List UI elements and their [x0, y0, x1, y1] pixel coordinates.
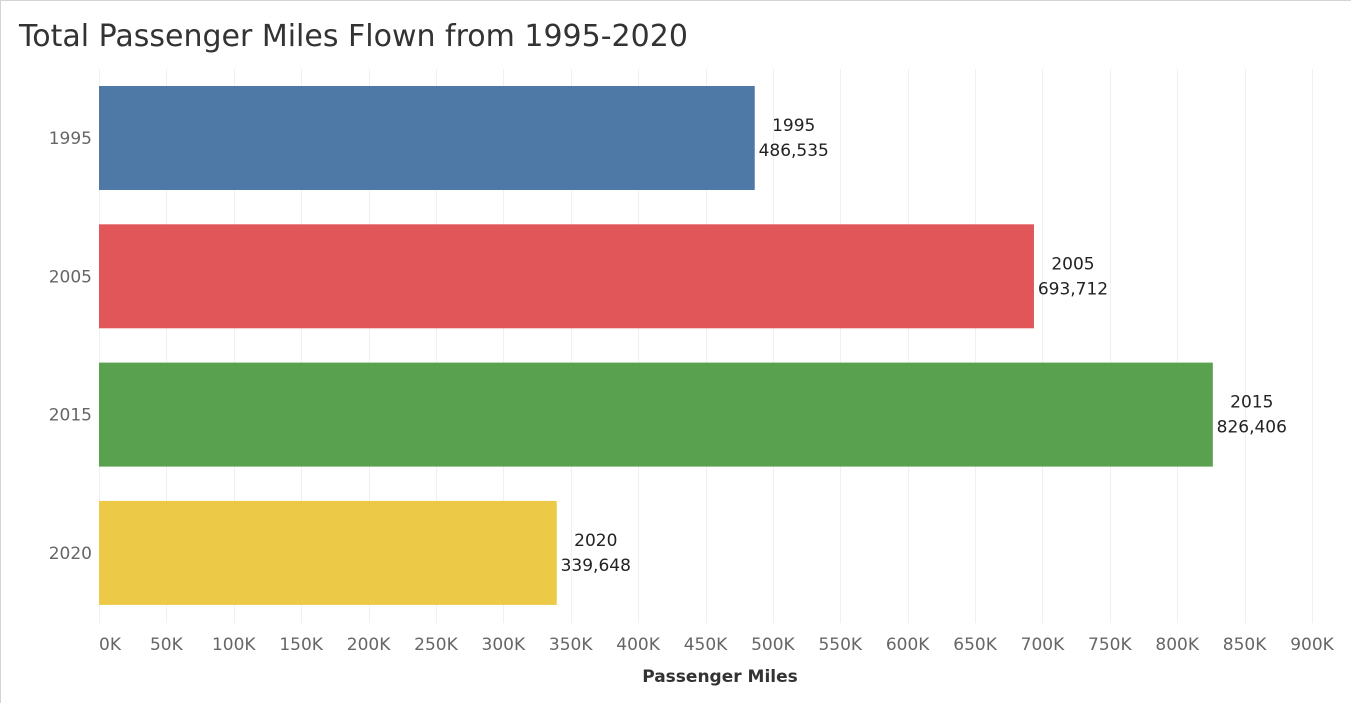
x-tick-label: 200K	[347, 635, 391, 655]
data-label-year: 2015	[1230, 393, 1273, 413]
x-axis-title: Passenger Miles	[642, 667, 798, 687]
x-tick-label: 100K	[212, 635, 256, 655]
data-label-value: 486,535	[759, 141, 829, 161]
y-tick-label: 1995	[49, 129, 92, 149]
x-tick-label: 900K	[1290, 635, 1334, 655]
x-tick-label: 550K	[818, 635, 862, 655]
x-tick-label: 150K	[279, 635, 323, 655]
x-tick-label: 250K	[414, 635, 458, 655]
x-tick-label: 300K	[482, 635, 526, 655]
x-tick-label: 650K	[953, 635, 997, 655]
data-label-year: 2005	[1051, 254, 1094, 274]
bar-1995[interactable]	[99, 86, 755, 190]
y-tick-label: 2020	[49, 544, 92, 564]
chart-title: Total Passenger Miles Flown from 1995-20…	[19, 19, 688, 54]
data-label-value: 693,712	[1038, 279, 1108, 299]
bar-2015[interactable]	[99, 362, 1213, 467]
data-label-year: 2020	[574, 531, 617, 551]
data-label-year: 1995	[772, 116, 815, 136]
y-tick-label: 2015	[49, 406, 92, 426]
bar-2020[interactable]	[99, 500, 557, 605]
x-tick-label: 750K	[1088, 635, 1132, 655]
x-tick-label: 850K	[1223, 635, 1267, 655]
x-tick-label: 0K	[99, 635, 122, 655]
data-label-value: 826,406	[1217, 418, 1287, 438]
x-tick-label: 450K	[684, 635, 728, 655]
x-tick-label: 400K	[616, 635, 660, 655]
data-label-value: 339,648	[561, 556, 631, 576]
x-tick-label: 800K	[1155, 635, 1199, 655]
x-tick-label: 50K	[150, 635, 184, 655]
x-tick-label: 500K	[751, 635, 795, 655]
x-tick-label: 700K	[1021, 635, 1065, 655]
y-tick-label: 2005	[49, 267, 92, 287]
x-tick-label: 600K	[886, 635, 930, 655]
bar-2005[interactable]	[99, 224, 1034, 329]
x-tick-label: 350K	[549, 635, 593, 655]
